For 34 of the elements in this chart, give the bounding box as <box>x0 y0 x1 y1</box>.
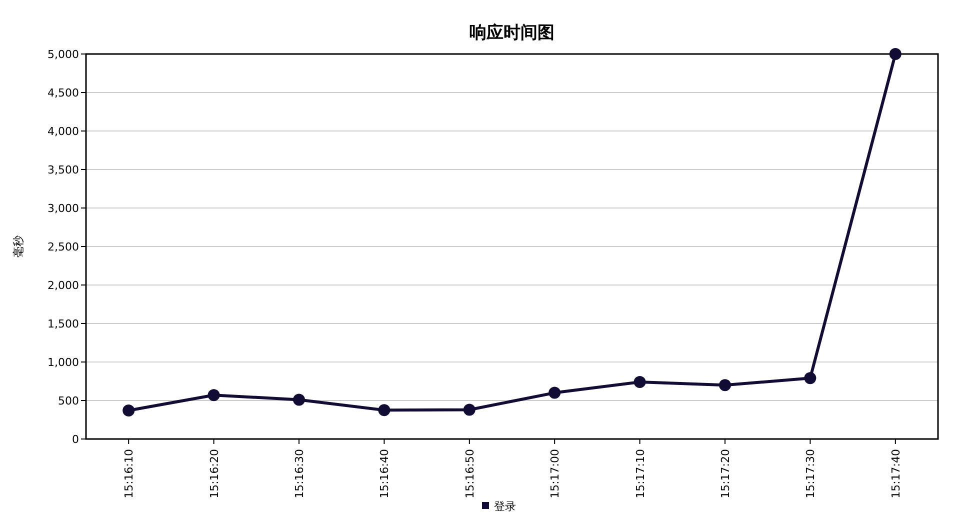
chart-title: 响应时间图 <box>470 23 554 43</box>
legend-label: 登录 <box>494 500 516 513</box>
x-tick-label: 15:16:50 <box>463 449 476 498</box>
point <box>463 404 476 416</box>
y-tick-label: 4,500 <box>48 86 79 100</box>
x-tick-label: 15:16:10 <box>122 449 136 498</box>
y-tick-label: 3,500 <box>48 164 79 176</box>
point <box>378 404 390 416</box>
x-tick-label: 15:16:30 <box>293 449 306 498</box>
y-tick-label: 500 <box>58 394 79 408</box>
x-tick-label: 15:17:00 <box>548 449 562 498</box>
point <box>804 372 816 384</box>
y-tick-label: 0 <box>72 433 79 446</box>
point <box>719 379 731 392</box>
y-tick-label: 1,500 <box>48 318 79 330</box>
y-tick-label: 2,000 <box>48 279 79 292</box>
y-tick-label: 1,000 <box>48 356 79 369</box>
point <box>208 389 220 402</box>
x-tick-label: 15:17:10 <box>634 449 647 498</box>
y-tick-label: 5,000 <box>48 48 79 61</box>
x-tick-label: 15:17:20 <box>719 449 732 498</box>
point <box>548 386 561 399</box>
x-tick-label: 15:17:40 <box>889 449 902 498</box>
x-tick-label: 15:16:40 <box>378 449 392 498</box>
y-axis-title: 毫秒 <box>12 236 25 258</box>
point <box>293 394 305 406</box>
y-tick-label: 3,000 <box>48 202 79 215</box>
y-tick-label: 4,000 <box>48 125 79 138</box>
point <box>634 376 646 388</box>
point <box>889 48 902 60</box>
x-tick-label: 15:16:20 <box>208 449 221 498</box>
point <box>122 404 135 417</box>
y-tick-label: 2,500 <box>48 240 79 254</box>
x-tick-label: 15:17:30 <box>804 449 818 498</box>
